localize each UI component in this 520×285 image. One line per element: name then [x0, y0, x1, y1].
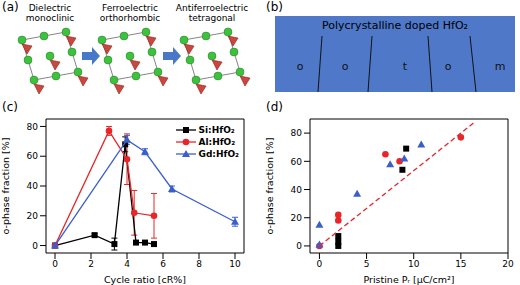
svg-text:40: 40	[27, 181, 39, 191]
svg-text:t: t	[403, 60, 408, 73]
svg-text:0: 0	[296, 241, 302, 251]
svg-text:8: 8	[196, 259, 202, 269]
svg-text:20: 20	[502, 259, 514, 269]
svg-text:Dielectric: Dielectric	[29, 3, 72, 13]
svg-text:60: 60	[291, 157, 303, 167]
svg-text:0: 0	[317, 259, 323, 269]
svg-text:40: 40	[291, 185, 303, 195]
svg-text:Antiferroelectric: Antiferroelectric	[176, 3, 248, 13]
svg-text:o-phase fraction [%]: o-phase fraction [%]	[0, 137, 11, 234]
svg-text:o: o	[297, 60, 304, 73]
svg-text:15: 15	[455, 259, 466, 269]
svg-text:tetragonal: tetragonal	[189, 13, 236, 23]
svg-text:Cycle ratio [cR%]: Cycle ratio [cR%]	[104, 274, 186, 285]
svg-text:5: 5	[364, 259, 370, 269]
svg-text:6: 6	[160, 259, 166, 269]
html-text:(d): (d)	[266, 100, 283, 114]
svg-text:o: o	[342, 60, 349, 73]
svg-text:(b): (b)	[266, 0, 283, 14]
svg-text:20: 20	[27, 211, 39, 221]
html-text:Al:HfO₂: Al:HfO₂	[198, 137, 236, 147]
svg-text:Ferroelectric: Ferroelectric	[102, 3, 158, 13]
svg-text:10: 10	[408, 259, 420, 269]
svg-text:4: 4	[124, 259, 130, 269]
html-text:(c): (c)	[2, 100, 18, 114]
html-text:Si:HfO₂: Si:HfO₂	[198, 125, 235, 135]
svg-text:o: o	[445, 60, 452, 73]
svg-text:m: m	[495, 60, 506, 73]
html-text:Gd:HfO₂: Gd:HfO₂	[198, 149, 239, 159]
svg-text:80: 80	[27, 122, 39, 132]
svg-text:80: 80	[291, 128, 303, 138]
svg-text:o-phase fraction [%]: o-phase fraction [%]	[264, 137, 275, 234]
svg-text:0: 0	[52, 259, 58, 269]
svg-text:20: 20	[291, 213, 303, 223]
svg-text:10: 10	[229, 259, 241, 269]
svg-text:Polycrystalline doped HfO₂: Polycrystalline doped HfO₂	[322, 19, 468, 32]
svg-text:2: 2	[88, 259, 94, 269]
svg-text:60: 60	[27, 151, 39, 161]
svg-text:(a): (a)	[2, 0, 19, 14]
svg-text:Pristine Pᵣ [μC/cm²]: Pristine Pᵣ [μC/cm²]	[363, 274, 454, 285]
svg-text:orthorhombic: orthorhombic	[100, 13, 161, 23]
svg-text:monoclinic: monoclinic	[26, 13, 75, 23]
svg-text:0: 0	[32, 241, 38, 251]
